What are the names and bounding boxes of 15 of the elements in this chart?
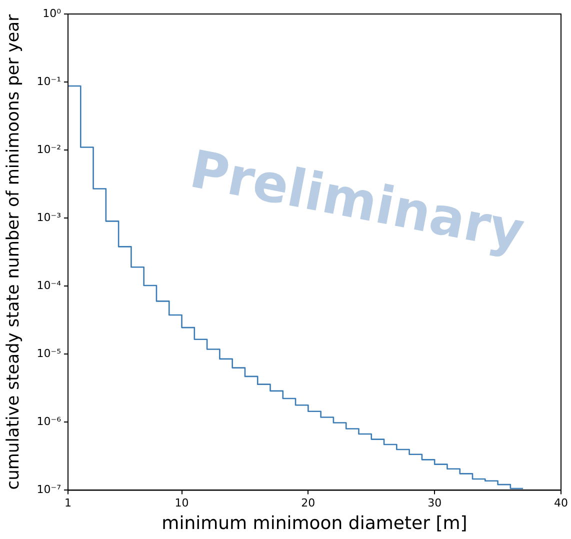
x-tick-label: 1 [64,496,72,510]
x-tick-label: 10 [174,496,189,510]
y-tick-label: 10⁻⁶ [36,415,62,428]
y-tick-label: 10⁻¹ [36,74,61,88]
x-tick-label: 30 [428,496,442,510]
x-tick-label: 40 [554,496,568,510]
y-tick-label: 10⁻⁷ [36,483,61,496]
y-tick-label: 10⁰ [42,6,62,20]
y-tick-label: 10⁻² [36,142,61,156]
y-tick-label: 10⁻⁵ [36,347,61,360]
y-tick-label: 10⁻⁴ [36,278,62,292]
y-tick-label: 10⁻³ [36,210,61,224]
x-axis-title: minimum minimoon diameter [m] [162,512,468,534]
x-tick-label: 20 [301,496,316,510]
y-axis-title: cumulative steady state number of minimoons per year [4,14,24,490]
